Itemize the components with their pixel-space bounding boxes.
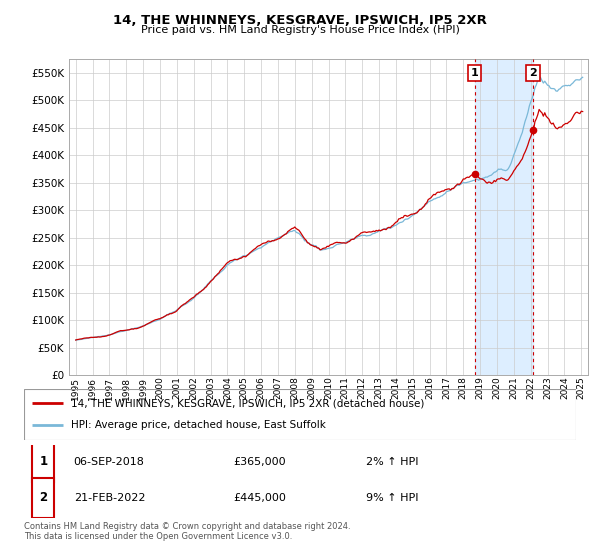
Text: £365,000: £365,000 — [234, 457, 286, 467]
Text: 14, THE WHINNEYS, KESGRAVE, IPSWICH, IP5 2XR: 14, THE WHINNEYS, KESGRAVE, IPSWICH, IP5… — [113, 14, 487, 27]
Text: Contains HM Land Registry data © Crown copyright and database right 2024.
This d: Contains HM Land Registry data © Crown c… — [24, 522, 350, 542]
Text: 21-FEB-2022: 21-FEB-2022 — [74, 493, 145, 503]
Text: 2: 2 — [39, 491, 47, 504]
Text: 9% ↑ HPI: 9% ↑ HPI — [366, 493, 419, 503]
Text: 2: 2 — [529, 68, 537, 78]
Text: 1: 1 — [39, 455, 47, 469]
Text: 06-SEP-2018: 06-SEP-2018 — [74, 457, 145, 467]
Bar — [32, 442, 55, 482]
Bar — [32, 478, 55, 517]
Text: 1: 1 — [471, 68, 479, 78]
Bar — [475, 59, 533, 375]
Text: 14, THE WHINNEYS, KESGRAVE, IPSWICH, IP5 2XR (detached house): 14, THE WHINNEYS, KESGRAVE, IPSWICH, IP5… — [71, 398, 424, 408]
Text: 2% ↑ HPI: 2% ↑ HPI — [366, 457, 419, 467]
Text: HPI: Average price, detached house, East Suffolk: HPI: Average price, detached house, East… — [71, 421, 326, 431]
Text: Price paid vs. HM Land Registry's House Price Index (HPI): Price paid vs. HM Land Registry's House … — [140, 25, 460, 35]
Text: £445,000: £445,000 — [234, 493, 287, 503]
